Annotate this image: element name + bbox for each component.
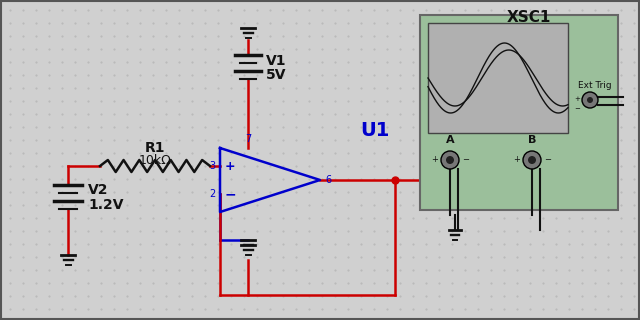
Circle shape <box>523 151 541 169</box>
Circle shape <box>582 92 598 108</box>
Text: 2: 2 <box>209 189 215 199</box>
Text: Ext Trig: Ext Trig <box>578 81 612 90</box>
Text: 10kΩ: 10kΩ <box>139 155 172 167</box>
Text: +: + <box>513 156 520 164</box>
Text: V1: V1 <box>266 54 287 68</box>
Text: +: + <box>574 96 580 102</box>
Text: −: − <box>544 156 551 164</box>
Circle shape <box>441 151 459 169</box>
Text: −: − <box>462 156 469 164</box>
Circle shape <box>528 156 536 164</box>
Text: 3: 3 <box>209 161 215 171</box>
Text: V2: V2 <box>88 183 109 197</box>
Text: +: + <box>225 159 236 172</box>
Text: U1: U1 <box>360 121 389 140</box>
Text: R1: R1 <box>145 141 165 155</box>
Bar <box>420 15 618 210</box>
Text: 7: 7 <box>245 134 251 144</box>
Text: XSC1: XSC1 <box>507 10 551 25</box>
Bar <box>428 23 568 133</box>
Text: B: B <box>528 135 536 145</box>
Text: 1.2V: 1.2V <box>88 198 124 212</box>
Text: A: A <box>445 135 454 145</box>
Circle shape <box>587 97 593 103</box>
Text: −: − <box>574 106 580 112</box>
Text: 6: 6 <box>325 175 331 185</box>
Text: +: + <box>431 156 438 164</box>
Circle shape <box>446 156 454 164</box>
Text: 5V: 5V <box>266 68 287 82</box>
Text: −: − <box>224 187 236 201</box>
